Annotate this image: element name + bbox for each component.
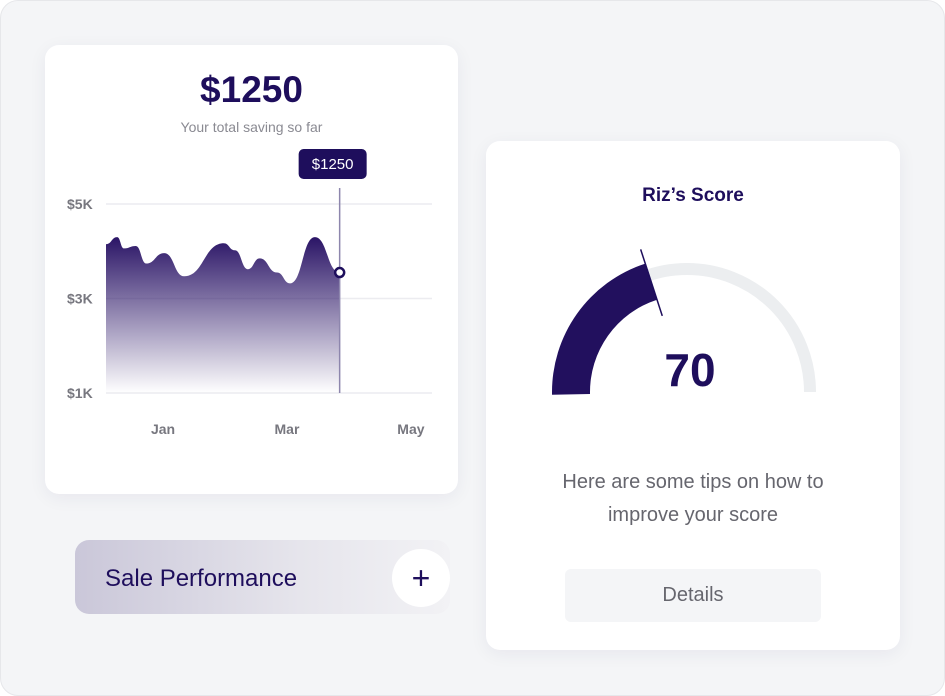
savings-subtitle: Your total saving so far [180, 119, 323, 135]
tooltip: $1250 [298, 149, 367, 179]
gauge-needle [639, 249, 663, 317]
add-button[interactable]: + [392, 549, 450, 607]
y-tick-label: $5K [67, 196, 93, 212]
tips-text: Here are some tips on how to improve you… [562, 471, 824, 526]
x-tick-label: Mar [275, 421, 300, 437]
score-gauge: 70 [552, 249, 816, 396]
details-button[interactable]: Details [565, 569, 821, 622]
tooltip-text: $1250 [312, 156, 354, 173]
tooltip-box [298, 149, 367, 179]
savings-chart[interactable]: $1250 $5K $3K $1K Jan Mar May [45, 45, 458, 494]
score-title: Riz’s Score [642, 185, 744, 206]
savings-area [106, 237, 340, 393]
total-savings: $1250 [200, 69, 303, 110]
sale-performance-label: Sale Performance [105, 565, 298, 592]
gauge-fill [552, 263, 658, 395]
highlight-point[interactable] [333, 266, 346, 279]
y-tick-label: $3K [67, 291, 93, 307]
savings-card: $1250 Your total saving so far $1250 $5K… [45, 45, 458, 494]
x-tick-label: Jan [151, 421, 175, 437]
score-value: 70 [664, 344, 715, 396]
plus-icon: + [411, 560, 431, 596]
x-tick-label: May [397, 421, 424, 437]
y-tick-label: $1K [67, 385, 93, 401]
sale-performance-bar[interactable]: Sale Performance + [75, 540, 450, 614]
score-card: Riz’s Score 70 Here are some tips on how… [486, 141, 900, 650]
